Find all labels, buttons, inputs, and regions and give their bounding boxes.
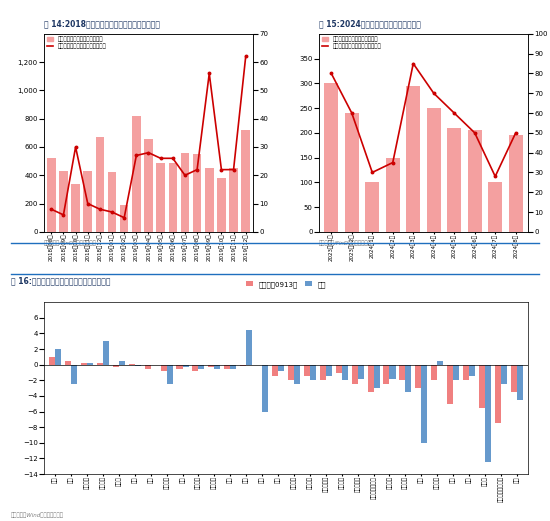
Text: 图 16:融资资金周度行业净流入情况（亿元）: 图 16:融资资金周度行业净流入情况（亿元） bbox=[11, 276, 111, 285]
Bar bbox=[49, 357, 55, 365]
Bar bbox=[156, 163, 165, 232]
Bar bbox=[183, 365, 189, 367]
Bar bbox=[517, 365, 523, 400]
Bar bbox=[87, 363, 93, 365]
Bar bbox=[144, 139, 153, 232]
Bar bbox=[167, 365, 173, 384]
Bar bbox=[288, 365, 294, 380]
Bar bbox=[468, 130, 482, 232]
Bar bbox=[501, 365, 507, 384]
Bar bbox=[447, 128, 461, 232]
Legend: 股票型和混合型发行只数（右）, 股票型和混合型发行份额（亿份）: 股票型和混合型发行只数（右）, 股票型和混合型发行份额（亿份） bbox=[47, 36, 107, 49]
Bar bbox=[132, 116, 141, 232]
Bar bbox=[304, 365, 310, 376]
Bar bbox=[367, 365, 373, 392]
Bar bbox=[345, 113, 359, 232]
Bar bbox=[373, 365, 380, 388]
Bar bbox=[81, 363, 87, 365]
Bar bbox=[509, 135, 523, 232]
Bar bbox=[389, 365, 395, 379]
Bar bbox=[161, 365, 167, 371]
Bar bbox=[511, 365, 517, 392]
Bar bbox=[135, 365, 141, 366]
Bar bbox=[326, 365, 332, 376]
Bar bbox=[447, 365, 453, 404]
Bar bbox=[208, 365, 214, 367]
Bar bbox=[230, 365, 236, 369]
Bar bbox=[55, 349, 61, 365]
Bar bbox=[71, 365, 77, 384]
Bar bbox=[193, 154, 201, 232]
Bar bbox=[214, 365, 221, 369]
Text: 图 15:2024年主动偏股基金新发规模较低: 图 15:2024年主动偏股基金新发规模较低 bbox=[319, 20, 421, 29]
Bar bbox=[342, 365, 348, 380]
Bar bbox=[229, 168, 238, 232]
Bar bbox=[488, 182, 502, 232]
Bar bbox=[469, 365, 475, 376]
Bar bbox=[192, 365, 199, 371]
Bar bbox=[386, 157, 400, 232]
Bar bbox=[427, 108, 441, 232]
Text: 数据来源：iFinD，中信建投证券: 数据来源：iFinD，中信建投证券 bbox=[319, 241, 372, 246]
Text: 图 14:2018年末主动偏股基金新发规模位于低位: 图 14:2018年末主动偏股基金新发规模位于低位 bbox=[44, 20, 160, 29]
Legend: 股票型和混合型发行只数（右）, 股票型和混合型发行份额（亿份）: 股票型和混合型发行只数（右）, 股票型和混合型发行份额（亿份） bbox=[322, 36, 382, 49]
Bar bbox=[181, 153, 189, 232]
Bar bbox=[145, 365, 151, 369]
Bar bbox=[96, 137, 104, 232]
Bar bbox=[47, 158, 56, 232]
Bar bbox=[217, 178, 225, 232]
Bar bbox=[72, 184, 80, 232]
Bar bbox=[406, 86, 420, 232]
Bar bbox=[103, 341, 109, 365]
Bar bbox=[320, 365, 326, 380]
Bar bbox=[294, 365, 300, 384]
Bar bbox=[246, 329, 252, 365]
Bar bbox=[262, 365, 268, 412]
Bar bbox=[129, 364, 135, 365]
Bar bbox=[479, 365, 485, 407]
Bar bbox=[310, 365, 316, 380]
Text: 数据来源：iFinD，中信建投证券: 数据来源：iFinD，中信建投证券 bbox=[44, 241, 97, 246]
Bar bbox=[453, 365, 459, 380]
Bar bbox=[365, 182, 380, 232]
Bar bbox=[495, 365, 501, 423]
Bar bbox=[351, 365, 358, 384]
Bar bbox=[463, 365, 469, 380]
Bar bbox=[431, 365, 437, 380]
Bar bbox=[336, 365, 342, 373]
Bar bbox=[272, 365, 278, 376]
Bar bbox=[199, 365, 205, 369]
Bar bbox=[205, 168, 213, 232]
Bar bbox=[415, 365, 421, 388]
Bar bbox=[399, 365, 405, 380]
Bar bbox=[421, 365, 427, 443]
Bar bbox=[108, 172, 116, 232]
Legend: 近一周（0913）, 上周: 近一周（0913）, 上周 bbox=[243, 278, 329, 290]
Bar bbox=[120, 205, 129, 232]
Bar bbox=[168, 163, 177, 232]
Text: 数据来源：Wind，中信建投证券: 数据来源：Wind，中信建投证券 bbox=[11, 513, 64, 518]
Bar bbox=[485, 365, 491, 463]
Bar bbox=[224, 365, 230, 369]
Bar bbox=[59, 171, 68, 232]
Bar bbox=[84, 171, 92, 232]
Bar bbox=[278, 365, 284, 371]
Bar bbox=[358, 365, 364, 379]
Bar bbox=[113, 365, 119, 367]
Bar bbox=[119, 361, 125, 365]
Bar bbox=[405, 365, 411, 392]
Bar bbox=[241, 130, 250, 232]
Bar bbox=[65, 361, 71, 365]
Bar bbox=[97, 363, 103, 365]
Bar bbox=[240, 365, 246, 366]
Bar bbox=[383, 365, 389, 384]
Bar bbox=[324, 83, 338, 232]
Bar bbox=[437, 361, 443, 365]
Bar bbox=[177, 365, 183, 369]
